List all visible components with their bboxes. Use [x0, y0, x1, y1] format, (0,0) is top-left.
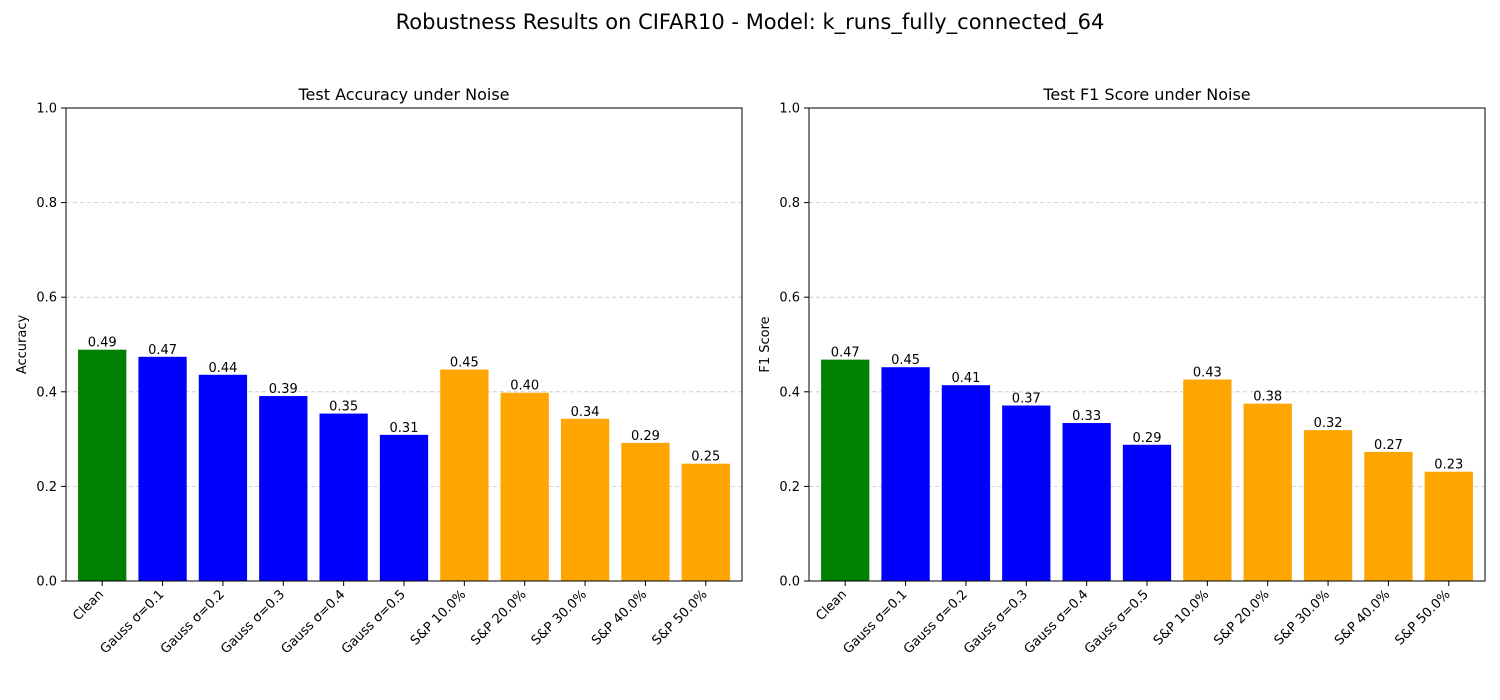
f1-bar [1303, 430, 1353, 581]
accuracy-y-tick-label: 0.0 [36, 575, 57, 590]
accuracy-x-tick-label: S&P 50.0% [649, 587, 710, 648]
f1-chart-title: Test F1 Score under Noise [1042, 85, 1250, 104]
f1-bar [821, 359, 870, 581]
accuracy-data-label: 0.44 [208, 361, 237, 376]
f1-bar [1364, 451, 1413, 581]
accuracy-bar [198, 374, 248, 581]
accuracy-x-tick-label: Gauss σ=0.5 [339, 587, 409, 657]
f1-x-tick-label: Clean [813, 587, 850, 624]
accuracy-chart-panel: 0.0 0.2 0.4 0.6 0.8 1.0 0.49 Clean 0.47 Gauss σ=0… [15, 85, 743, 657]
f1-x-tick-label: S&P 10.0% [1151, 587, 1212, 648]
f1-data-label: 0.47 [831, 346, 860, 361]
f1-axes-frame [808, 107, 1486, 582]
accuracy-bar [681, 463, 730, 581]
accuracy-data-label: 0.47 [148, 343, 177, 358]
accuracy-data-label: 0.35 [329, 400, 358, 415]
f1-x-tick-label: Gauss σ=0.5 [1082, 587, 1152, 657]
f1-bar [1243, 403, 1292, 581]
f1-y-tick-label: 0.2 [779, 480, 800, 495]
accuracy-x-tick-label: Clean [70, 587, 107, 624]
accuracy-data-label: 0.34 [571, 405, 600, 420]
accuracy-axes-frame [65, 107, 743, 582]
f1-y-tick-label: 0.0 [779, 575, 800, 590]
accuracy-bar [500, 392, 549, 581]
f1-data-label: 0.29 [1133, 431, 1162, 446]
f1-bar [1183, 379, 1232, 581]
accuracy-bar [259, 396, 308, 581]
f1-data-label: 0.43 [1193, 366, 1222, 381]
accuracy-x-tick-label: S&P 10.0% [408, 587, 469, 648]
f1-y-tick-label: 0.6 [779, 291, 800, 306]
f1-chart-panel: 0.0 0.2 0.4 0.6 0.8 1.0 0.47 Clean 0.45 Gauss σ=0… [758, 85, 1486, 657]
f1-data-label: 0.23 [1434, 458, 1463, 473]
accuracy-bar [319, 413, 368, 581]
accuracy-bar [138, 356, 187, 581]
accuracy-bar [440, 369, 489, 581]
f1-data-label: 0.33 [1072, 409, 1101, 424]
accuracy-data-label: 0.25 [691, 450, 720, 465]
accuracy-bar [560, 418, 610, 581]
accuracy-data-label: 0.31 [390, 421, 419, 436]
figure-suptitle: Robustness Results on CIFAR10 - Model: k… [395, 10, 1105, 34]
accuracy-y-tick-label: 0.2 [36, 480, 57, 495]
accuracy-chart-title: Test Accuracy under Noise [297, 85, 509, 104]
f1-data-label: 0.45 [891, 353, 920, 368]
f1-bar [1122, 444, 1172, 581]
f1-data-label: 0.32 [1314, 416, 1343, 431]
f1-y-axis-label: F1 Score [758, 316, 773, 372]
f1-data-label: 0.37 [1012, 392, 1041, 407]
f1-data-label: 0.27 [1374, 438, 1403, 453]
f1-bar [1062, 423, 1111, 581]
accuracy-y-axis-label: Accuracy [15, 315, 30, 375]
f1-x-tick-label: S&P 30.0% [1272, 587, 1333, 648]
f1-bar [941, 385, 991, 581]
f1-x-tick-label: S&P 20.0% [1211, 587, 1272, 648]
accuracy-bar [78, 349, 127, 581]
accuracy-data-label: 0.29 [631, 429, 660, 444]
f1-x-tick-label: S&P 50.0% [1392, 587, 1453, 648]
accuracy-y-tick-label: 0.8 [36, 196, 57, 211]
accuracy-y-tick-label: 0.4 [36, 385, 57, 400]
accuracy-x-tick-label: S&P 30.0% [529, 587, 590, 648]
accuracy-x-tick-label: S&P 40.0% [589, 587, 650, 648]
f1-y-tick-label: 0.4 [779, 385, 800, 400]
accuracy-data-label: 0.40 [510, 379, 539, 394]
f1-x-tick-label: S&P 40.0% [1332, 587, 1393, 648]
f1-bar [1002, 405, 1051, 581]
accuracy-y-tick-label: 1.0 [36, 102, 57, 117]
f1-bar [1424, 471, 1473, 581]
accuracy-x-tick-label: S&P 20.0% [468, 587, 529, 648]
f1-data-label: 0.41 [951, 371, 980, 386]
accuracy-bar [379, 434, 429, 581]
accuracy-data-label: 0.45 [450, 356, 479, 371]
accuracy-y-tick-label: 0.6 [36, 291, 57, 306]
f1-y-tick-label: 0.8 [779, 196, 800, 211]
accuracy-data-label: 0.49 [88, 336, 117, 351]
f1-y-tick-label: 1.0 [779, 102, 800, 117]
f1-bar [881, 367, 930, 581]
accuracy-bar [621, 442, 670, 581]
accuracy-data-label: 0.39 [269, 382, 298, 397]
f1-data-label: 0.38 [1253, 390, 1282, 405]
